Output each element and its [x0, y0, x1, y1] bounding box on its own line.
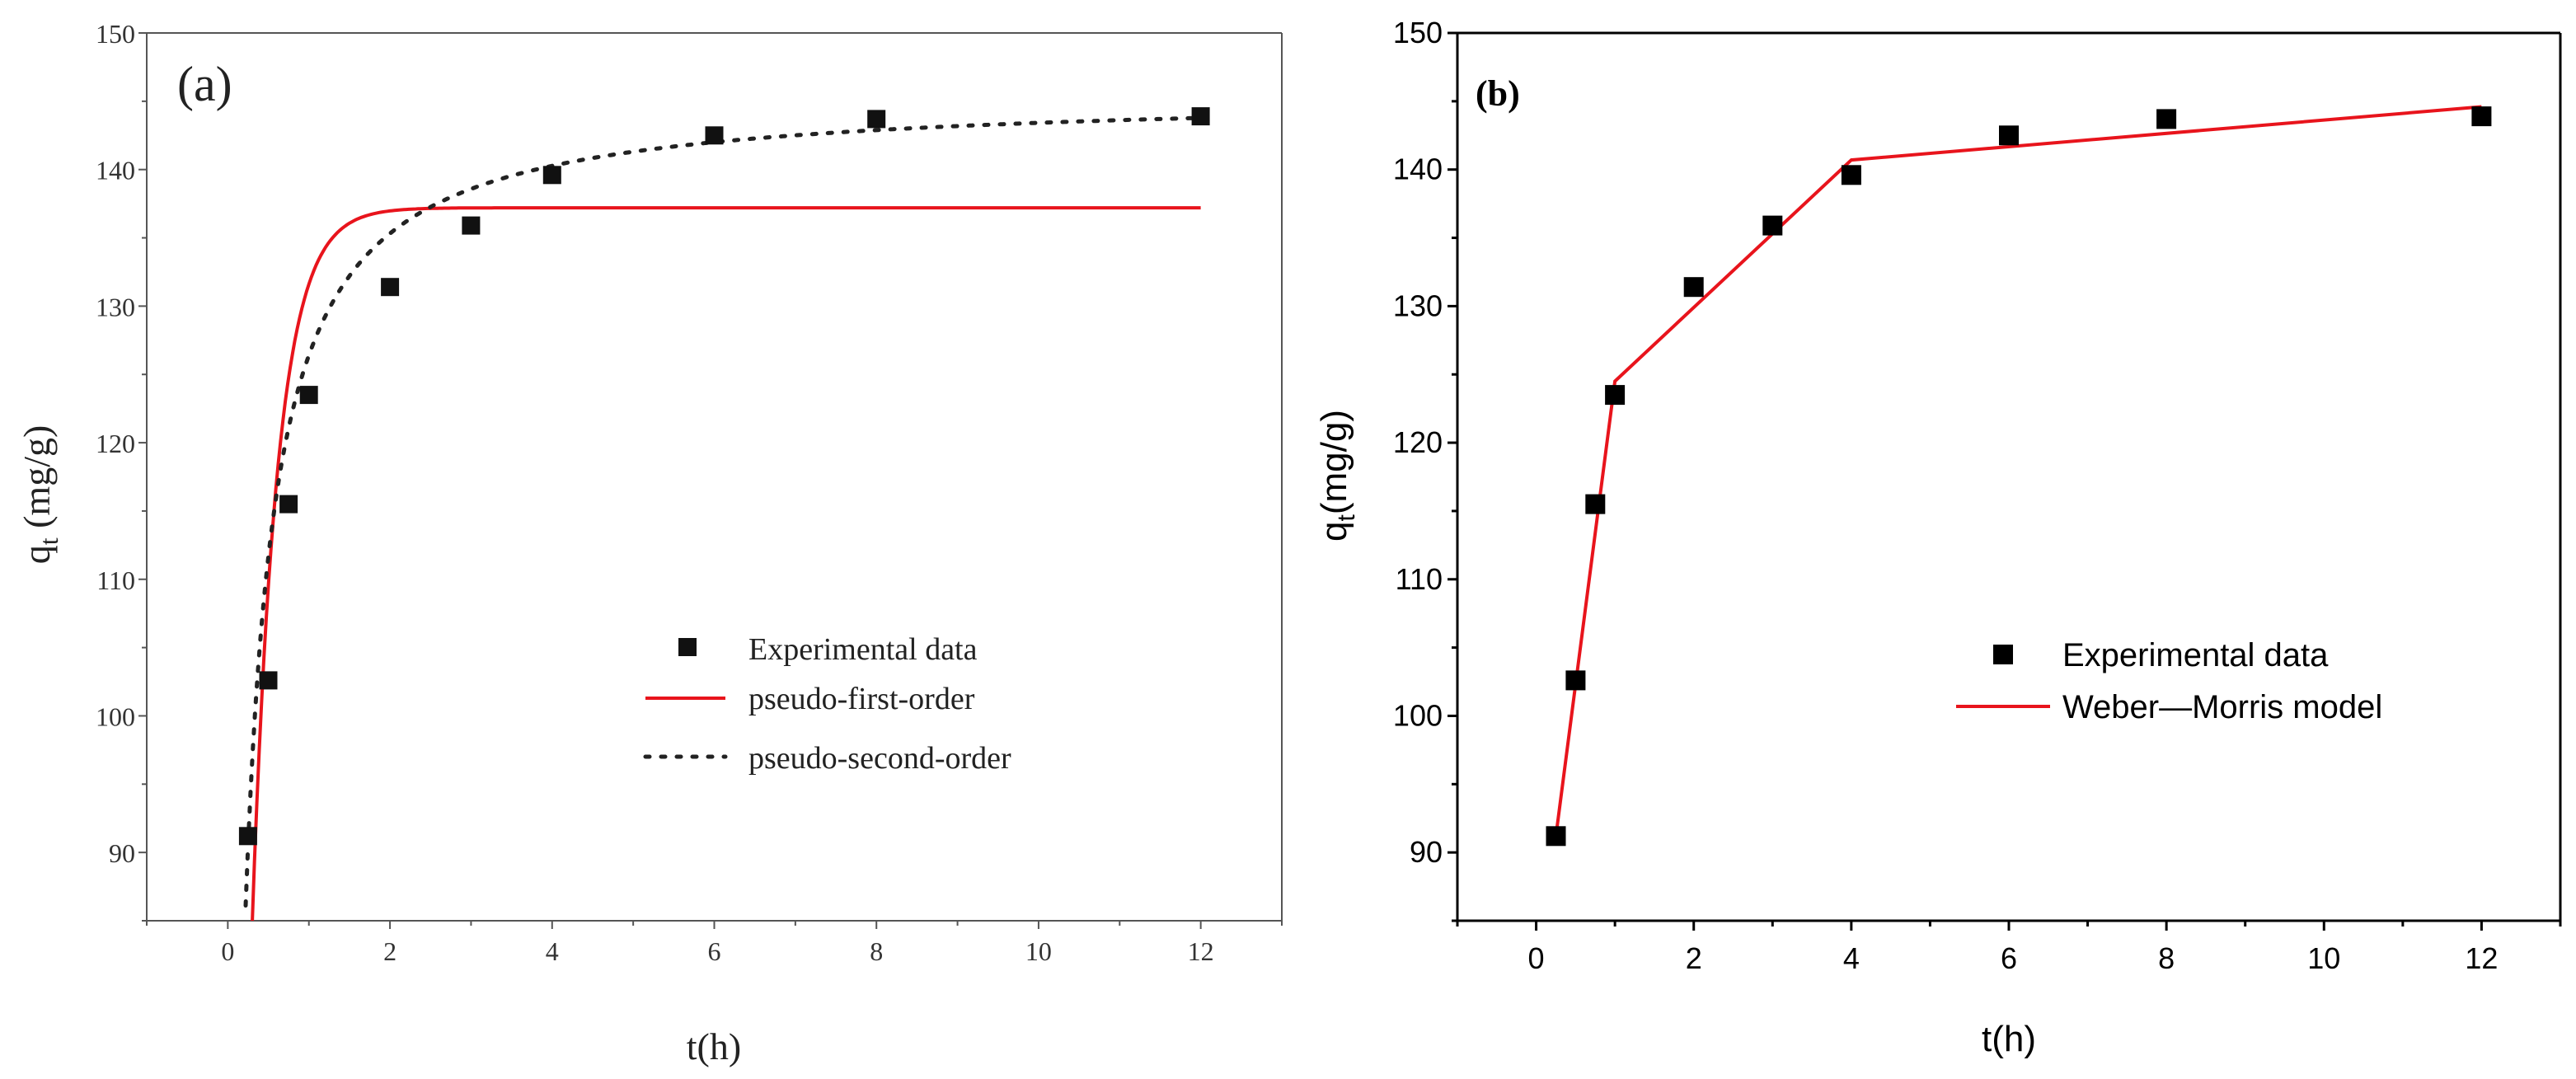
- b-x-tick-label: 0: [1528, 941, 1545, 975]
- a-data-point: [299, 386, 318, 405]
- a-data-point: [279, 495, 298, 514]
- a-x-tick-label: 6: [708, 936, 721, 966]
- a-x-tick-label: 10: [1025, 936, 1052, 966]
- panel-a-y-axis-title: qt (mg/g): [16, 425, 63, 565]
- panel-a-x-axis-title: t(h): [687, 1025, 741, 1067]
- b-y-tick-label: 140: [1393, 152, 1443, 186]
- b-y-tick-label: 150: [1393, 16, 1443, 49]
- panel-a-curves: [243, 115, 1204, 921]
- panel-a-data-points: [238, 107, 1210, 846]
- panel-b-data-points: [1546, 106, 2492, 847]
- panel-a-chart: 0 2 4 6 8 10 12 90 100 110 120 130 140 150 (a) t(h) q…: [16, 19, 1283, 1067]
- b-y-tick-label: 120: [1393, 425, 1443, 459]
- b-data-point: [1565, 670, 1586, 691]
- a-y-tick-label: 150: [96, 19, 135, 49]
- b-data-point: [1841, 165, 1861, 185]
- a-y-tick-label: 110: [96, 565, 135, 595]
- a-data-point: [381, 278, 400, 297]
- a-y-tick-label: 140: [96, 156, 135, 185]
- a-data-point: [867, 110, 886, 129]
- b-data-point: [2471, 106, 2492, 127]
- b-y-tick-label: 130: [1393, 289, 1443, 322]
- weber-morris-line: [1554, 105, 2482, 837]
- panel-b-legend-label-experimental: Experimental data: [2062, 637, 2329, 673]
- pfo-curve: [251, 206, 1201, 921]
- panel-a-legend-label-experimental: Experimental data: [748, 632, 978, 667]
- b-y-tick-label: 110: [1396, 562, 1443, 596]
- panel-b-chart: 0 2 4 6 8 10 12 90 100 110 120 130 140 150 (b) t(h) q…: [1314, 16, 2562, 1059]
- panel-b-curves: [1554, 105, 2482, 837]
- b-y-tick-label: 100: [1393, 698, 1443, 732]
- a-data-point: [259, 671, 278, 690]
- panel-a-label: (a): [177, 57, 232, 111]
- a-y-tick-label: 120: [96, 429, 135, 458]
- panel-b-y-axis-title: qt(mg/g): [1314, 410, 1360, 542]
- a-data-point: [1191, 107, 1210, 126]
- a-y-tick-label: 100: [96, 701, 135, 731]
- panel-b-label: (b): [1476, 73, 1520, 114]
- a-x-tick-label: 0: [221, 936, 234, 966]
- panel-a-legend-label-pso: pseudo-second-order: [748, 741, 1011, 776]
- a-y-tick-label: 90: [109, 838, 135, 868]
- b-x-tick-label: 6: [2001, 941, 2017, 975]
- a-x-tick-label: 2: [383, 936, 396, 966]
- panel-a-legend-label-pfo: pseudo-first-order: [748, 682, 975, 716]
- a-x-tick-label: 4: [546, 936, 559, 966]
- b-data-point: [2156, 109, 2177, 129]
- b-x-tick-label: 8: [2158, 941, 2175, 975]
- b-data-point: [1683, 277, 1704, 298]
- panel-a-legend: Experimental data pseudo-first-order pse…: [643, 632, 1011, 776]
- panel-b-axes: 0 2 4 6 8 10 12 90 100 110 120 130 140 150: [1393, 16, 2562, 975]
- b-data-point: [1585, 494, 1606, 514]
- b-x-tick-label: 10: [2307, 941, 2340, 975]
- b-data-point: [1605, 385, 1626, 406]
- panel-a-legend-marker-experimental: [678, 638, 697, 656]
- b-y-tick-label: 90: [1410, 835, 1443, 869]
- panel-b-legend-label-model: Weber—Morris model: [2062, 689, 2382, 725]
- a-x-tick-label: 12: [1188, 936, 1214, 966]
- b-data-point: [1999, 125, 2019, 146]
- a-data-point: [238, 827, 257, 846]
- a-x-tick-label: 8: [870, 936, 883, 966]
- a-y-tick-label: 130: [96, 292, 135, 321]
- a-data-point: [705, 126, 724, 145]
- panel-b-legend-marker-experimental: [1993, 645, 2013, 664]
- b-x-tick-label: 12: [2465, 941, 2498, 975]
- b-x-tick-label: 2: [1686, 941, 1702, 975]
- b-data-point: [1546, 826, 1566, 847]
- panel-a-axes: 0 2 4 6 8 10 12 90 100 110 120 130 140 150: [96, 19, 1283, 966]
- a-data-point: [462, 216, 481, 235]
- b-x-tick-label: 4: [1843, 941, 1860, 975]
- a-data-point: [542, 166, 561, 185]
- panel-b-x-axis-title: t(h): [1982, 1019, 2036, 1059]
- b-data-point: [1762, 215, 1783, 236]
- panel-b-legend: Experimental data Weber—Morris model: [1956, 637, 2382, 725]
- pso-curve: [243, 115, 1204, 908]
